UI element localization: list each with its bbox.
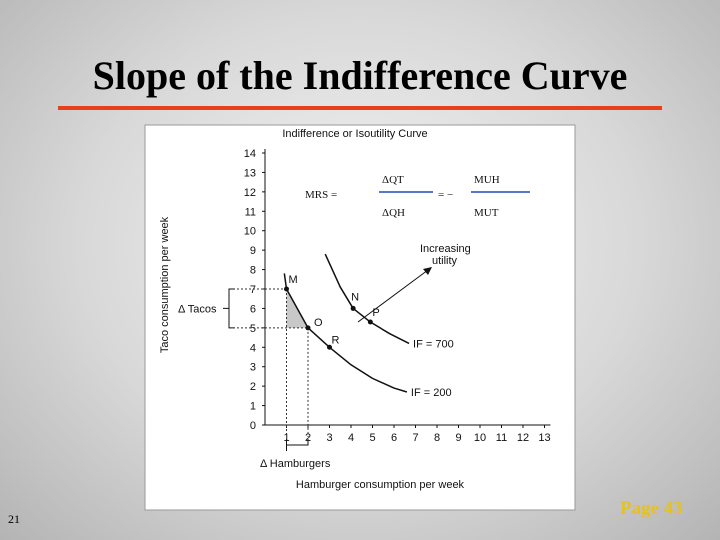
y-tick-label: 11	[245, 206, 256, 218]
y-tick-label: 13	[244, 167, 256, 179]
x-tick-label: 12	[517, 432, 529, 444]
formula: = −	[438, 189, 453, 201]
chart-panel	[144, 124, 576, 511]
slide-number: 21	[8, 512, 20, 526]
bracket	[223, 288, 235, 329]
x-tick-label: 11	[496, 432, 507, 444]
curve	[283, 273, 408, 393]
title-rule	[58, 106, 662, 110]
y-axis-label: Taco consumption per week	[159, 216, 171, 353]
formula: MUH	[474, 174, 500, 186]
point-label: R	[332, 334, 340, 346]
y-tick-label: 3	[250, 362, 256, 374]
y-tick-label: 0	[250, 420, 256, 432]
point	[305, 325, 311, 331]
x-tick-label: 10	[474, 432, 486, 444]
x-tick-label: 6	[391, 432, 397, 444]
slide-title: Slope of the Indifference Curve	[92, 53, 628, 98]
delta-hamburgers: Δ Hamburgers	[260, 458, 331, 470]
y-tick-label: 2	[250, 381, 256, 393]
point	[350, 305, 356, 311]
formula: MUT	[474, 207, 499, 219]
y-tick-label: 8	[250, 265, 256, 277]
point	[367, 319, 373, 325]
y-tick-label: 6	[250, 303, 256, 315]
utility-arrowhead	[423, 267, 432, 275]
y-tick-label: 4	[250, 342, 256, 354]
y-tick-label: 7	[250, 284, 256, 296]
formula: ΔQT	[382, 174, 404, 186]
formula: MRS =	[305, 189, 337, 201]
x-tick-label: 9	[455, 432, 461, 444]
utility-arrow	[357, 269, 429, 323]
point-label: M	[289, 274, 298, 286]
formula: ΔQH	[382, 207, 405, 219]
x-tick-label: 8	[434, 432, 440, 444]
point-label: O	[314, 317, 323, 329]
x-axis-label: Hamburger consumption per week	[296, 479, 465, 491]
utility-label: utility	[432, 255, 458, 267]
x-tick-label: 2	[305, 432, 311, 444]
y-tick-label: 9	[250, 245, 256, 257]
x-tick-label: 13	[538, 432, 550, 444]
curve-label: IF = 200	[411, 387, 452, 399]
y-tick-label: 10	[244, 226, 256, 238]
delta-tacos: Δ Tacos	[178, 303, 217, 315]
curve	[324, 253, 410, 345]
x-tick-label: 5	[369, 432, 375, 444]
point-label: P	[372, 307, 379, 319]
chart-title: Indifference or Isoutility Curve	[282, 128, 427, 140]
page-footer: Page 43	[620, 498, 683, 519]
y-tick-label: 5	[250, 323, 256, 335]
bracket	[286, 439, 309, 451]
point	[327, 344, 332, 350]
utility-label: Increasing	[420, 243, 471, 255]
y-tick-label: 12	[244, 187, 256, 199]
x-tick-label: 1	[283, 432, 289, 444]
x-tick-label: 7	[412, 432, 418, 444]
curve-label: IF = 700	[413, 338, 454, 350]
point	[284, 286, 289, 292]
x-tick-label: 3	[326, 432, 332, 444]
y-tick-label: 14	[244, 148, 256, 160]
x-tick-label: 4	[348, 432, 354, 444]
point-label: N	[351, 291, 359, 303]
y-tick-label: 1	[250, 401, 256, 413]
